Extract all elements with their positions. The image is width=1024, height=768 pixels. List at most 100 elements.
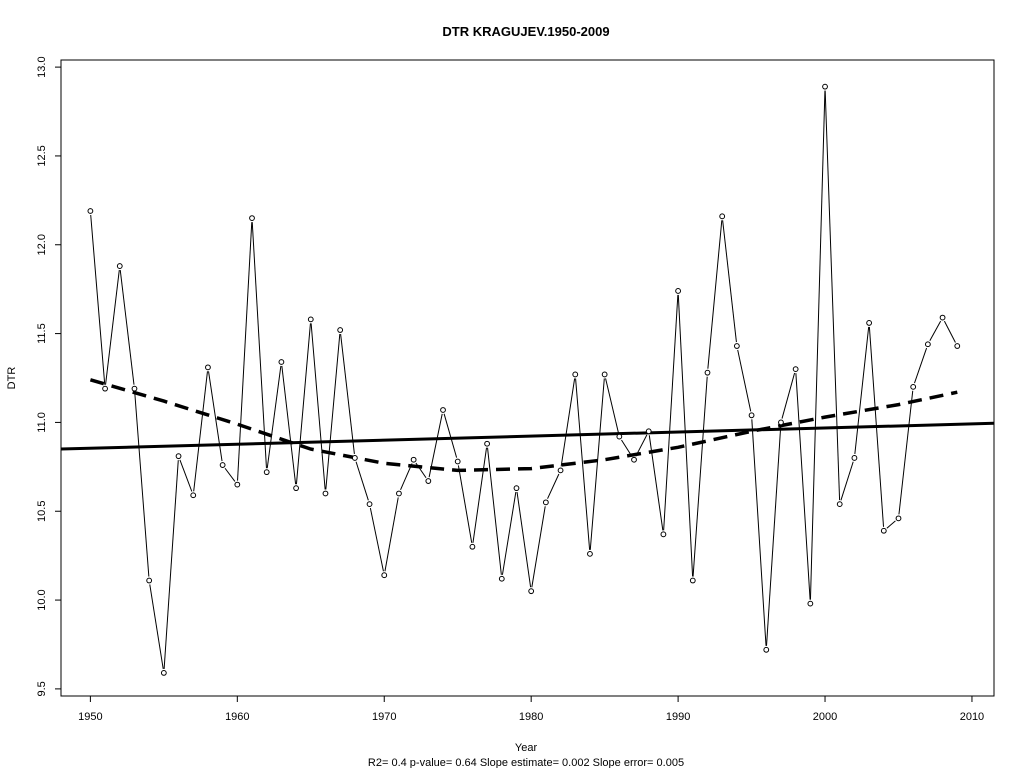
data-line-segment — [208, 371, 223, 462]
data-line-segment — [90, 214, 106, 385]
data-line-segment — [487, 447, 502, 575]
y-tick-label: 12.0 — [36, 234, 48, 255]
data-line-segment — [621, 439, 633, 457]
data-line-segment — [575, 378, 591, 550]
data-point-2008 — [939, 314, 946, 321]
y-tick-label: 11.5 — [36, 323, 48, 344]
data-line-segment — [193, 371, 208, 492]
data-line-segment — [824, 90, 841, 501]
x-axis: 1950 1960 1970 1980 1990 2000 2010 — [78, 696, 984, 723]
data-point-1957 — [190, 492, 197, 499]
data-line-segment — [547, 473, 560, 499]
data-line-segment — [355, 461, 369, 501]
data-line-segment — [400, 463, 413, 491]
data-point-1993 — [719, 213, 726, 220]
y-tick-label: 9.5 — [36, 681, 48, 696]
data-line-segment — [224, 467, 236, 482]
data-point-1986 — [616, 433, 623, 440]
data-point-1961 — [249, 215, 255, 222]
data-point-1989 — [660, 531, 667, 538]
data-point-1998 — [792, 366, 799, 373]
data-line-segment — [516, 492, 532, 588]
data-point-2004 — [880, 527, 887, 534]
data-line-segment — [840, 461, 854, 501]
x-tick-label: 1980 — [519, 711, 543, 723]
data-line-segment — [605, 378, 619, 433]
data-line-segment — [929, 320, 942, 341]
data-point-1992 — [704, 369, 711, 376]
data-point-1972 — [410, 456, 417, 463]
data-line-segment — [384, 497, 399, 572]
data-point-1978 — [498, 575, 505, 582]
data-point-1982 — [557, 467, 564, 474]
data-point-1984 — [587, 550, 593, 557]
chart-title: DTR KRAGUJEV.1950-2009 — [442, 24, 609, 39]
data-line-segment — [531, 506, 546, 588]
data-point-1974 — [440, 407, 446, 413]
data-point-1987 — [631, 456, 637, 463]
x-tick-label: 2000 — [813, 711, 837, 723]
data-line-segment — [415, 462, 427, 479]
data-line-segment — [295, 323, 311, 485]
y-tick-label: 12.5 — [36, 145, 48, 166]
data-point-1994 — [733, 343, 740, 349]
data-point-2003 — [866, 320, 873, 326]
data-line-segment — [677, 294, 694, 577]
series-group — [60, 83, 995, 676]
data-line-segment — [886, 520, 896, 529]
data-line-segment — [707, 220, 723, 369]
data-point-1973 — [425, 478, 432, 484]
data-line-segment — [648, 435, 664, 531]
data-line-segment — [560, 378, 576, 467]
data-line-segment — [722, 220, 737, 343]
data-point-2005 — [895, 515, 902, 522]
data-point-1959 — [219, 462, 226, 468]
data-point-1976 — [469, 543, 476, 550]
data-line-segment — [105, 269, 120, 385]
data-line-segment — [501, 492, 517, 575]
data-line-segment — [340, 333, 355, 455]
data-point-1958 — [205, 364, 211, 371]
data-point-1977 — [484, 440, 490, 447]
data-line-segment — [914, 347, 928, 384]
data-point-1955 — [160, 670, 167, 676]
data-line-segment — [179, 459, 193, 492]
y-tick-label: 13.0 — [36, 56, 48, 77]
data-point-1980 — [528, 588, 535, 595]
data-point-1956 — [175, 453, 182, 460]
data-point-2000 — [822, 83, 828, 90]
x-tick-label: 2010 — [960, 711, 984, 723]
chart-subtitle: R2= 0.4 p-value= 0.64 Slope estimate= 0.… — [368, 757, 684, 768]
x-axis-label: Year — [515, 742, 538, 754]
data-point-1954 — [146, 577, 153, 584]
data-line-segment — [134, 392, 150, 577]
smooth-curve — [89, 378, 958, 473]
data-line-segment — [119, 269, 135, 385]
y-tick-label: 11.0 — [36, 412, 48, 433]
data-line-segment — [589, 378, 605, 550]
data-point-2001 — [836, 501, 843, 508]
data-point-1999 — [807, 600, 814, 607]
data-point-1991 — [689, 577, 696, 584]
data-line-segment — [854, 326, 870, 455]
data-point-1963 — [278, 359, 285, 365]
data-line-segment — [663, 294, 679, 531]
data-point-1981 — [542, 499, 549, 506]
data-point-1997 — [778, 419, 784, 426]
data-point-1985 — [601, 371, 608, 378]
data-point-2007 — [924, 341, 931, 348]
data-line-segment — [251, 222, 267, 469]
data-line-segment — [737, 349, 752, 412]
data-point-1967 — [337, 327, 344, 333]
data-point-1975 — [454, 458, 461, 465]
trend-line — [60, 421, 995, 451]
y-tick-label: 10.5 — [36, 501, 48, 522]
data-line-segment — [163, 460, 179, 669]
data-point-1995 — [748, 412, 755, 419]
data-line-segment — [472, 447, 488, 543]
data-line-segment — [809, 90, 826, 600]
data-line-segment — [635, 434, 648, 457]
x-tick-label: 1960 — [225, 711, 249, 723]
y-axis: 9.5 10.0 10.5 11.0 11.5 12.0 12.5 13.0 — [36, 56, 61, 697]
